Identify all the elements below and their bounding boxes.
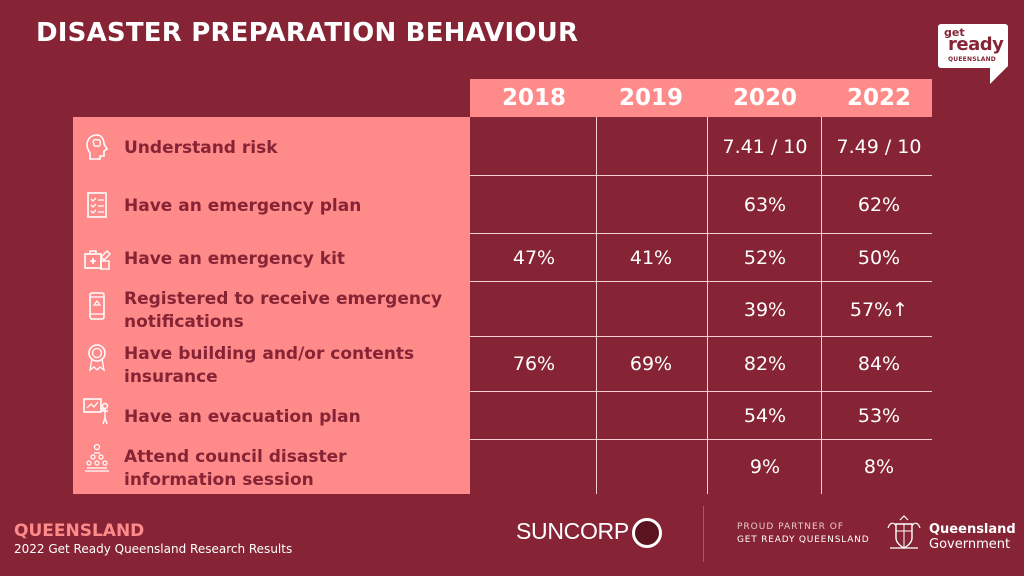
brain-head-icon xyxy=(86,134,109,160)
cell-insurance-2018: 76% xyxy=(512,353,556,375)
year-header-2022: 2022 xyxy=(846,85,911,111)
row-label-council-session: Attend council disaster information sess… xyxy=(124,447,347,490)
cell-evacuation-plan-2022: 53% xyxy=(857,405,901,427)
award-badge-icon xyxy=(88,344,106,372)
suncorp-logo-text: SUNCORP xyxy=(516,518,629,544)
page-title: DISASTER PREPARATION BEHAVIOUR xyxy=(36,18,579,48)
cell-emergency-plan-2020: 63% xyxy=(743,194,787,216)
row-label-emergency-kit: Have an emergency kit xyxy=(124,249,346,269)
year-header-2020: 2020 xyxy=(732,85,797,111)
partner-line-2: GET READY QUEENSLAND xyxy=(737,535,870,545)
suncorp-ring-icon xyxy=(632,518,662,548)
cell-notifications-2022: 57%↑ xyxy=(849,299,909,321)
cell-council-session-2020: 9% xyxy=(749,456,781,478)
cell-evacuation-plan-2020: 54% xyxy=(743,405,787,427)
get-ready-queensland-logo: get ready QUEENSLAND xyxy=(938,24,1008,86)
mobile-phone-icon xyxy=(89,292,105,320)
cell-emergency-kit-2022: 50% xyxy=(857,247,901,269)
row-label-understand-risk: Understand risk xyxy=(124,138,278,158)
row-labels-panel xyxy=(73,117,470,494)
cell-insurance-2019: 69% xyxy=(629,353,673,375)
logo-queensland-text: QUEENSLAND xyxy=(948,56,996,63)
cell-understand-risk-2020: 7.41 / 10 xyxy=(722,136,808,158)
presenter-board-icon xyxy=(83,398,109,425)
cell-insurance-2020: 82% xyxy=(743,353,787,375)
cell-insurance-2022: 84% xyxy=(857,353,901,375)
logo-get-text: get xyxy=(944,26,965,39)
footer-queensland: QUEENSLAND xyxy=(14,521,145,541)
row-label-insurance: Have building and/or contents insurance xyxy=(124,344,415,387)
cell-emergency-kit-2020: 52% xyxy=(743,247,787,269)
year-header-2018: 2018 xyxy=(501,85,566,111)
cell-emergency-kit-2018: 47% xyxy=(512,247,556,269)
emergency-kit-icon xyxy=(84,250,111,270)
gov-line-1: Queensland xyxy=(929,522,1016,537)
checklist-icon xyxy=(87,192,107,218)
year-header-band: 2018 2019 2020 2022 xyxy=(470,79,932,117)
row-label-emergency-plan: Have an emergency plan xyxy=(124,196,362,216)
audience-icon xyxy=(85,443,109,472)
footer-divider xyxy=(703,506,704,562)
cell-understand-risk-2022: 7.49 / 10 xyxy=(836,136,922,158)
cell-notifications-2020: 39% xyxy=(743,299,787,321)
cell-council-session-2022: 8% xyxy=(863,456,895,478)
footer-subtitle: 2022 Get Ready Queensland Research Resul… xyxy=(14,542,293,556)
row-label-evacuation-plan: Have an evacuation plan xyxy=(124,407,361,427)
row-label-notifications: Registered to receive emergency notifica… xyxy=(124,289,443,332)
cell-emergency-plan-2022: 62% xyxy=(857,194,901,216)
year-header-2019: 2019 xyxy=(618,85,683,111)
data-table-grid: 7.41 / 10 7.49 / 10 63% 62% 47% 41% 52% … xyxy=(470,117,932,494)
partner-line-1: PROUD PARTNER OF xyxy=(737,522,845,532)
gov-line-2: Government xyxy=(929,537,1011,552)
logo-ready-text: ready xyxy=(948,34,1004,55)
queensland-crest-icon xyxy=(887,515,921,549)
cell-emergency-kit-2019: 41% xyxy=(629,247,673,269)
